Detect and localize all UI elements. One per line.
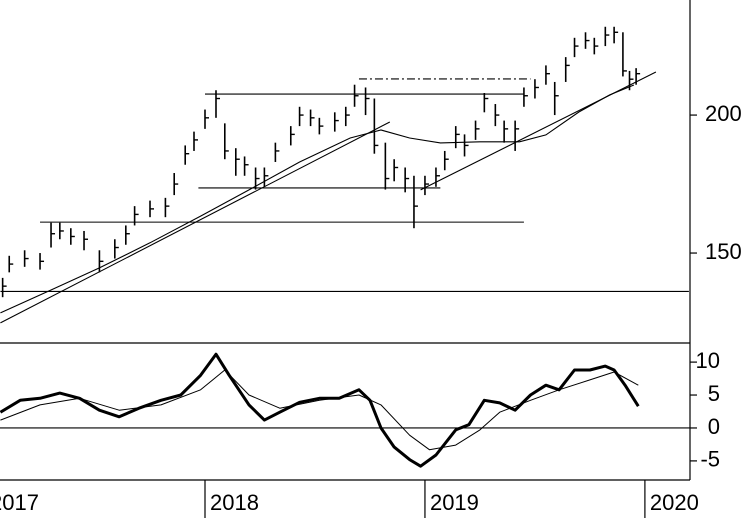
x-tick-label: 2020 bbox=[650, 490, 699, 515]
moving-average bbox=[0, 84, 635, 314]
y-tick-label: 10 bbox=[696, 348, 720, 373]
x-tick-label: 2019 bbox=[430, 490, 479, 515]
x-tick-label: 2017 bbox=[0, 490, 39, 515]
trend-line bbox=[0, 121, 391, 324]
y-tick-label: -5 bbox=[700, 447, 720, 472]
indicator-line bbox=[0, 352, 640, 468]
x-tick-label: 2018 bbox=[210, 490, 259, 515]
indicator-line bbox=[0, 369, 639, 451]
y-tick-label: 150 bbox=[705, 239, 742, 264]
y-tick-label: 5 bbox=[708, 381, 720, 406]
y-tick-label: 0 bbox=[708, 414, 720, 439]
y-tick-label: 200 bbox=[705, 101, 742, 126]
